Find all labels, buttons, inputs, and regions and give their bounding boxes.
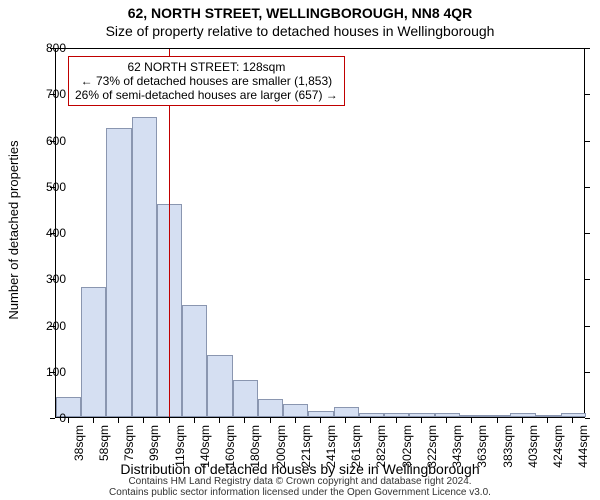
footer: Contains HM Land Registry data © Crown c… — [0, 476, 600, 498]
y-tick-mark — [585, 279, 590, 280]
y-tick-mark — [585, 233, 590, 234]
histogram-bar — [283, 404, 308, 417]
x-tick-mark — [547, 418, 548, 423]
x-tick-mark — [446, 418, 447, 423]
x-tick-mark — [194, 418, 195, 423]
x-axis-label: Distribution of detached houses by size … — [0, 461, 600, 477]
annotation-box: 62 NORTH STREET: 128sqm← 73% of detached… — [68, 56, 345, 106]
y-tick-label: 500 — [46, 180, 66, 194]
x-tick-label: 38sqm — [72, 425, 86, 461]
histogram-bar — [182, 305, 207, 417]
y-tick-mark — [585, 187, 590, 188]
x-tick-mark — [396, 418, 397, 423]
x-tick-mark — [68, 418, 69, 423]
histogram-bar — [207, 355, 232, 417]
x-tick-mark — [421, 418, 422, 423]
histogram-bar — [258, 399, 283, 418]
y-tick-mark — [50, 48, 55, 49]
y-tick-label: 200 — [46, 319, 66, 333]
y-tick-mark — [50, 233, 55, 234]
y-tick-mark — [585, 94, 590, 95]
plot-area: 62 NORTH STREET: 128sqm← 73% of detached… — [56, 49, 584, 417]
page-title-line2: Size of property relative to detached ho… — [0, 21, 600, 39]
histogram-bar — [81, 287, 106, 417]
x-tick-mark — [522, 418, 523, 423]
x-tick-label: 99sqm — [147, 425, 161, 461]
y-tick-mark — [585, 141, 590, 142]
histogram-bar — [334, 407, 359, 417]
x-tick-mark — [295, 418, 296, 423]
x-tick-mark — [143, 418, 144, 423]
y-tick-label: 600 — [46, 134, 66, 148]
histogram-bar — [409, 413, 434, 417]
y-tick-mark — [585, 48, 590, 49]
x-tick-label: 79sqm — [122, 425, 136, 461]
chart-area: 62 NORTH STREET: 128sqm← 73% of detached… — [55, 48, 585, 418]
histogram-bar — [435, 413, 460, 417]
y-axis-label: Number of detached properties — [6, 140, 21, 319]
histogram-bar — [536, 415, 561, 417]
histogram-bar — [359, 413, 384, 417]
footer-line2: Contains public sector information licen… — [0, 487, 600, 498]
x-tick-mark — [270, 418, 271, 423]
y-tick-mark — [50, 418, 55, 419]
x-tick-mark — [497, 418, 498, 423]
histogram-bar — [510, 413, 535, 417]
annotation-line: ← 73% of detached houses are smaller (1,… — [75, 74, 338, 88]
x-tick-mark — [572, 418, 573, 423]
y-tick-mark — [50, 187, 55, 188]
y-tick-mark — [50, 372, 55, 373]
histogram-bar — [132, 117, 157, 417]
y-tick-label: 100 — [46, 365, 66, 379]
x-tick-mark — [370, 418, 371, 423]
x-tick-mark — [471, 418, 472, 423]
y-tick-mark — [50, 279, 55, 280]
histogram-bar — [561, 413, 586, 417]
x-tick-label: 58sqm — [97, 425, 111, 461]
histogram-bar — [233, 380, 258, 417]
y-tick-mark — [50, 326, 55, 327]
histogram-bar — [485, 415, 510, 417]
y-tick-label: 300 — [46, 272, 66, 286]
y-tick-label: 400 — [46, 226, 66, 240]
x-tick-mark — [219, 418, 220, 423]
histogram-bar — [384, 413, 409, 417]
x-tick-mark — [93, 418, 94, 423]
x-tick-mark — [244, 418, 245, 423]
histogram-bar — [106, 128, 131, 417]
y-tick-mark — [50, 94, 55, 95]
page-title-line1: 62, NORTH STREET, WELLINGBOROUGH, NN8 4Q… — [0, 0, 600, 21]
histogram-bar — [460, 415, 485, 417]
x-tick-mark — [169, 418, 170, 423]
histogram-bar — [308, 411, 333, 417]
y-tick-mark — [585, 418, 590, 419]
y-tick-label: 700 — [46, 87, 66, 101]
annotation-line: 26% of semi-detached houses are larger (… — [75, 88, 338, 102]
footer-line1: Contains HM Land Registry data © Crown c… — [0, 476, 600, 487]
y-tick-mark — [585, 372, 590, 373]
y-tick-mark — [50, 141, 55, 142]
x-tick-mark — [320, 418, 321, 423]
x-tick-mark — [118, 418, 119, 423]
annotation-line: 62 NORTH STREET: 128sqm — [75, 60, 338, 74]
y-tick-label: 800 — [46, 41, 66, 55]
y-tick-label: 0 — [59, 411, 66, 425]
y-tick-mark — [585, 326, 590, 327]
x-tick-mark — [345, 418, 346, 423]
